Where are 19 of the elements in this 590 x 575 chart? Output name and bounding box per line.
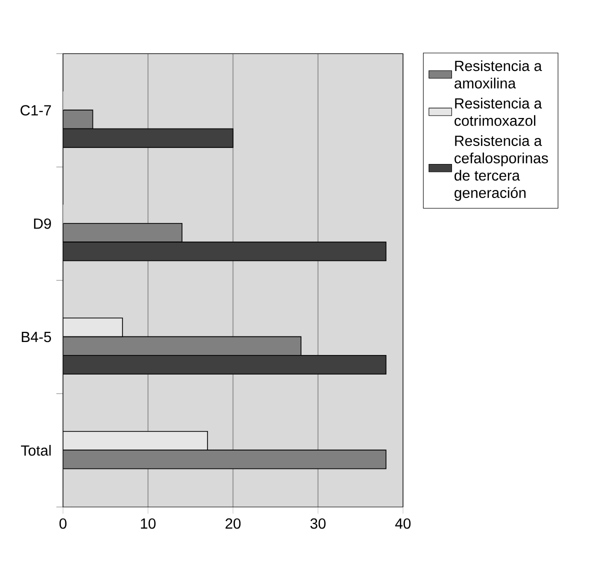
bar bbox=[63, 110, 94, 130]
y-tick-label: B4-5 bbox=[22, 332, 51, 342]
x-tick-label: 40 bbox=[395, 518, 411, 529]
legend-label: Resistencia a amoxilina bbox=[454, 60, 542, 88]
y-tick-label: C1-7 bbox=[20, 105, 51, 116]
bar bbox=[63, 222, 182, 242]
x-tick-label: 0 bbox=[59, 518, 66, 529]
x-tick-label: 10 bbox=[140, 518, 156, 529]
bar bbox=[63, 450, 386, 470]
bar bbox=[63, 355, 386, 375]
x-tick-label: 30 bbox=[310, 518, 326, 529]
bar bbox=[63, 336, 302, 356]
legend-label: Resistencia a cefalosporinas de tercera generación bbox=[454, 135, 548, 201]
legend-label: Resistencia a cotrimoxazol bbox=[454, 98, 542, 126]
y-tick-label: D9 bbox=[34, 218, 51, 229]
bar bbox=[63, 242, 386, 262]
y-tick-label: Total bbox=[20, 444, 51, 456]
bar bbox=[63, 128, 234, 148]
x-tick-label: 20 bbox=[226, 518, 241, 529]
